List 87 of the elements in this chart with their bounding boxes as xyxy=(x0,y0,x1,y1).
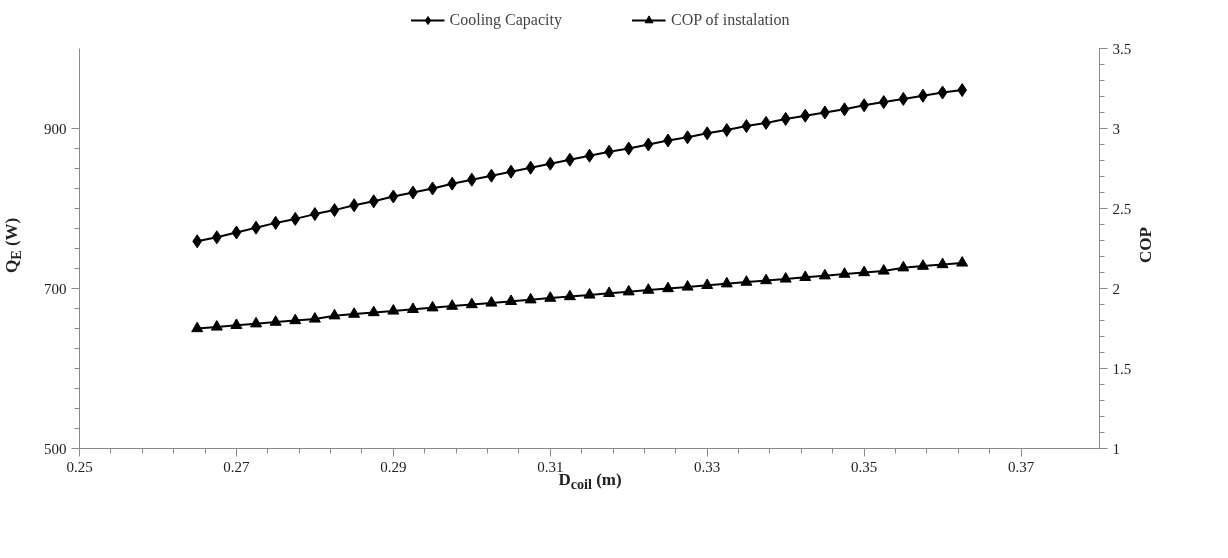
point xyxy=(740,275,753,286)
point xyxy=(584,148,595,163)
point xyxy=(701,278,714,289)
x-tick-label: 0.27 xyxy=(223,458,251,475)
y2-tick-label: 1.5 xyxy=(1112,360,1132,377)
point xyxy=(916,259,929,270)
x-tick-label: 0.35 xyxy=(850,458,878,475)
point xyxy=(877,264,890,275)
y2-tick-label: 2 xyxy=(1112,280,1120,297)
point xyxy=(388,189,399,204)
point xyxy=(858,265,871,277)
x-tick-label: 0.31 xyxy=(537,458,564,475)
point xyxy=(878,95,889,110)
point xyxy=(800,108,811,123)
point xyxy=(799,270,812,281)
point xyxy=(622,284,635,296)
x-tick-label: 0.25 xyxy=(66,458,93,475)
point xyxy=(642,283,655,294)
point xyxy=(211,230,222,245)
point xyxy=(230,318,243,329)
y2-tick-label: 3 xyxy=(1112,120,1120,137)
point xyxy=(250,316,263,328)
point xyxy=(898,91,909,106)
point xyxy=(623,141,634,156)
legend-label: COP of instalation xyxy=(670,11,790,29)
point xyxy=(466,172,477,187)
point xyxy=(290,211,301,226)
point xyxy=(583,288,596,299)
point xyxy=(957,83,968,98)
point xyxy=(427,181,438,196)
y2-tick-label: 2.5 xyxy=(1112,200,1132,217)
point xyxy=(545,156,556,171)
point xyxy=(486,168,497,183)
point xyxy=(329,203,340,218)
point xyxy=(367,305,380,317)
point xyxy=(603,286,616,297)
point xyxy=(525,160,536,175)
point xyxy=(741,119,752,134)
point xyxy=(368,194,379,209)
point xyxy=(720,276,733,288)
point xyxy=(544,291,557,302)
point xyxy=(465,297,478,309)
point xyxy=(937,85,948,100)
point xyxy=(446,299,459,310)
y2-tick-label: 1 xyxy=(1112,440,1120,457)
point xyxy=(289,313,302,325)
point xyxy=(721,123,732,138)
x-tick-label: 0.33 xyxy=(694,458,721,475)
y-tick-label: 700 xyxy=(44,280,67,297)
point xyxy=(406,302,419,313)
legend-label: Cooling Capacity xyxy=(449,11,562,29)
point xyxy=(348,307,361,318)
y-tick-label: 900 xyxy=(44,120,67,137)
point xyxy=(779,272,792,283)
point xyxy=(387,304,400,315)
point xyxy=(936,257,949,269)
point xyxy=(702,126,713,141)
y2-tick-label: 3.5 xyxy=(1112,40,1132,57)
point xyxy=(681,280,694,291)
point xyxy=(328,308,341,320)
point xyxy=(760,273,773,285)
point xyxy=(956,256,969,267)
point xyxy=(838,267,851,278)
point xyxy=(192,234,203,249)
point xyxy=(524,292,537,304)
point xyxy=(231,225,242,240)
point xyxy=(270,215,281,230)
point xyxy=(447,176,458,191)
point xyxy=(682,130,693,145)
point xyxy=(897,260,910,272)
point xyxy=(839,102,850,117)
point xyxy=(643,137,654,152)
x-tick-label: 0.29 xyxy=(380,458,407,475)
y-tick-label: 500 xyxy=(44,440,67,457)
point xyxy=(661,281,674,293)
point xyxy=(505,294,518,305)
point xyxy=(269,315,282,326)
y2-axis-title: COP xyxy=(1135,227,1156,263)
point xyxy=(485,296,498,307)
point xyxy=(780,111,791,126)
point xyxy=(563,289,576,301)
x-tick-label: 0.37 xyxy=(1007,458,1035,475)
point xyxy=(210,320,223,331)
point xyxy=(308,312,321,323)
point xyxy=(191,321,204,333)
point xyxy=(426,300,439,312)
point xyxy=(818,268,831,280)
